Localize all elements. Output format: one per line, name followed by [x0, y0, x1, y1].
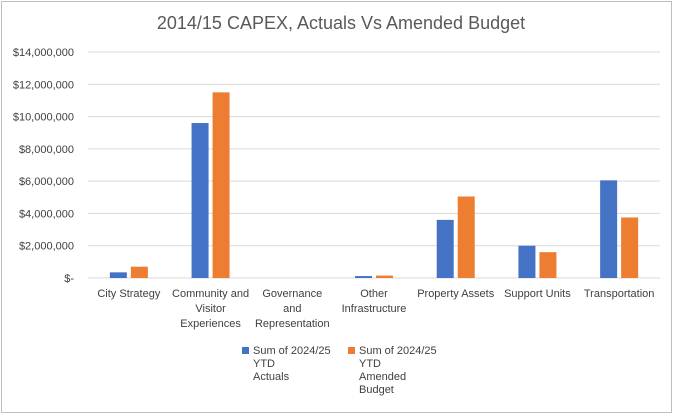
bar: [109, 272, 127, 278]
y-tick-label: $2,000,000: [19, 241, 74, 253]
y-tick-label: $-: [64, 273, 74, 285]
bar: [355, 276, 372, 278]
bar: [130, 266, 148, 278]
bar: [436, 219, 454, 278]
bar: [457, 196, 475, 278]
chart-title: 2014/15 CAPEX, Actuals Vs Amended Budget: [157, 13, 525, 33]
bar: [518, 245, 536, 278]
y-axis-tick-labels: $- $2,000,000 $4,000,000 $6,000,000 $8,000,0…: [13, 47, 75, 285]
x-tick-label: Transportation: [584, 288, 655, 300]
bar: [600, 180, 618, 278]
bar: [212, 92, 230, 278]
y-tick-label: $12,000,000: [13, 79, 74, 91]
x-axis-tick-labels: City Strategy Community and Visitor Experie…: [97, 288, 654, 330]
y-tick-label: $8,000,000: [19, 144, 74, 156]
bar: [376, 275, 393, 278]
x-tick-label: Support Units: [504, 288, 571, 300]
legend: Sum of 2024/25 YTD Actuals Sum of 2024/25 YT…: [242, 345, 437, 396]
y-tick-label: $6,000,000: [19, 176, 74, 188]
x-tick-label: Property Assets: [417, 288, 495, 300]
bar: [621, 217, 639, 278]
x-tick-label: Community and Visitor Experiences: [172, 288, 249, 330]
x-tick-label: Other Infrastructure: [342, 288, 407, 315]
y-tick-label: $4,000,000: [19, 208, 74, 220]
gridlines: [88, 51, 660, 279]
bars: [109, 92, 639, 279]
legend-swatch: [348, 347, 355, 354]
x-tick-label: Governance and Representation: [255, 288, 330, 330]
y-tick-label: $10,000,000: [13, 112, 74, 124]
legend-swatch: [242, 347, 249, 354]
x-tick-label: City Strategy: [97, 288, 160, 300]
legend-label: Sum of 2024/25 YTD Actuals: [253, 345, 331, 383]
bar: [191, 123, 209, 279]
bar: [539, 252, 557, 278]
y-tick-label: $14,000,000: [13, 47, 74, 59]
legend-label: Sum of 2024/25 YTD Amended Budget: [359, 345, 437, 396]
